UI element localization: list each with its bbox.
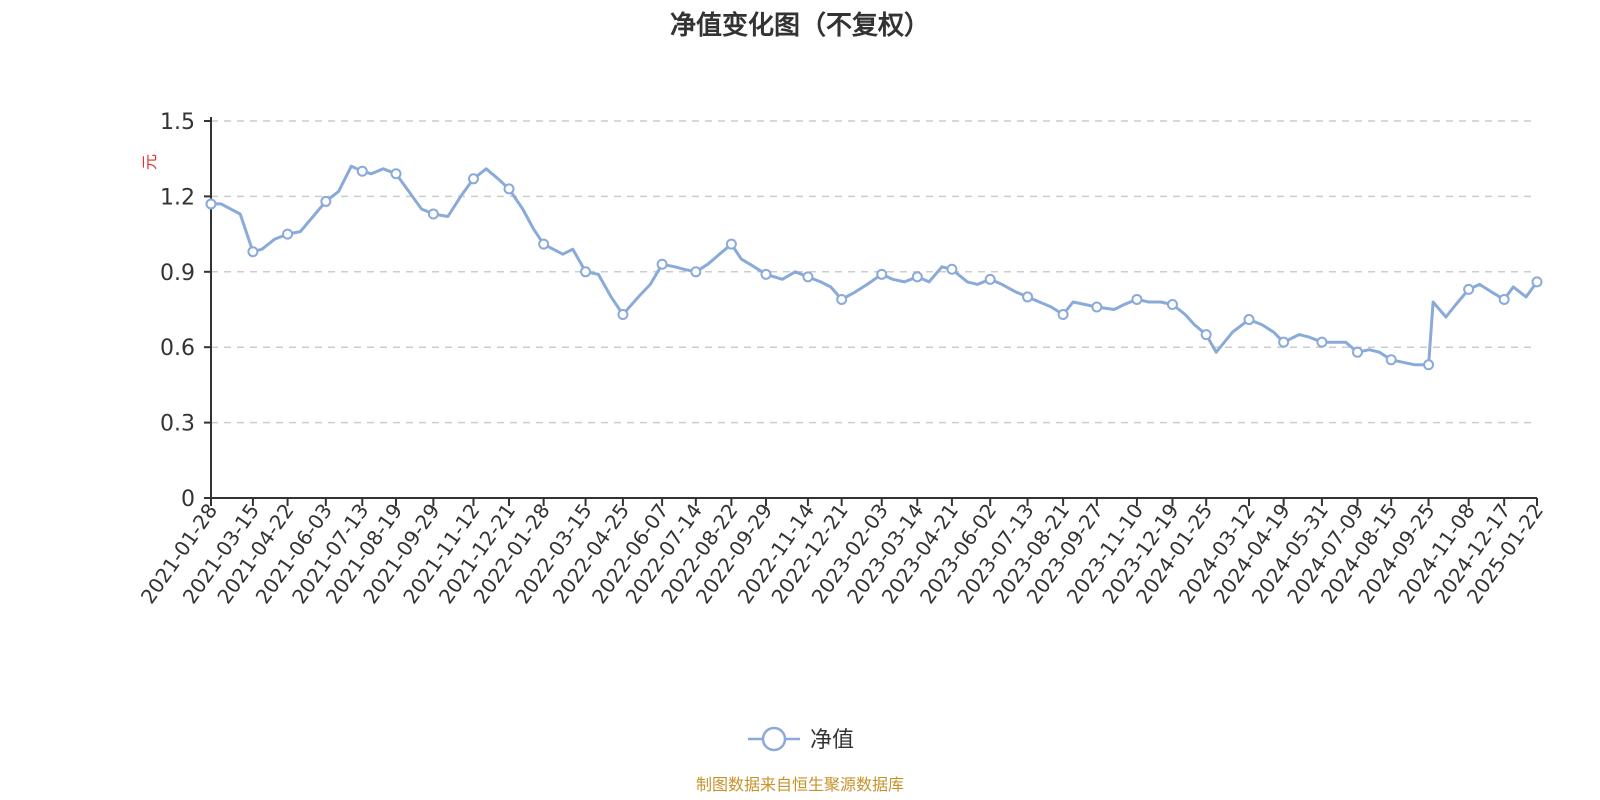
data-source-note: 制图数据来自恒生聚源数据库 [696, 775, 904, 794]
data-point-marker[interactable] [503, 183, 515, 195]
data-point-marker[interactable] [802, 271, 814, 283]
data-point-marker[interactable] [1243, 314, 1255, 326]
data-point-marker[interactable] [1351, 346, 1363, 358]
y-tick-label: 0 [181, 487, 195, 512]
y-tick-label: 1.5 [160, 110, 195, 135]
legend-marker-icon [761, 726, 787, 752]
data-point-marker[interactable] [1166, 298, 1178, 310]
data-point-marker[interactable] [1022, 291, 1034, 303]
data-point-marker[interactable] [205, 198, 217, 210]
data-point-marker[interactable] [1423, 359, 1435, 371]
chart-title: 净值变化图（不复权） [670, 10, 930, 41]
data-point-marker[interactable] [656, 258, 668, 270]
data-point-marker[interactable] [1091, 301, 1103, 313]
data-point-marker[interactable] [1463, 283, 1475, 295]
legend[interactable]: 净值 [748, 726, 854, 753]
data-point-marker[interactable] [1531, 276, 1543, 288]
data-point-marker[interactable] [946, 263, 958, 275]
data-point-marker[interactable] [911, 271, 923, 283]
x-axis-ticks: 2021-01-282021-03-152021-04-222021-06-03… [136, 498, 1548, 608]
data-point-marker[interactable] [1057, 309, 1069, 321]
data-point-marker[interactable] [247, 246, 259, 258]
data-point-marker[interactable] [427, 208, 439, 220]
data-point-marker[interactable] [282, 228, 294, 240]
axes [210, 117, 1537, 499]
data-point-marker[interactable] [320, 195, 332, 207]
data-point-marker[interactable] [1131, 293, 1143, 305]
data-point-marker[interactable] [390, 168, 402, 180]
y-axis-unit-label: 元 [140, 154, 159, 170]
data-point-marker[interactable] [1385, 354, 1397, 366]
data-point-marker[interactable] [467, 173, 479, 185]
series-navigation-value [205, 164, 1543, 371]
data-point-marker[interactable] [725, 238, 737, 250]
data-point-marker[interactable] [356, 165, 368, 177]
data-point-marker[interactable] [1200, 329, 1212, 341]
data-point-marker[interactable] [1316, 336, 1328, 348]
data-point-marker[interactable] [617, 309, 629, 321]
y-tick-label: 0.6 [160, 336, 195, 361]
legend-label: 净值 [810, 728, 854, 753]
data-point-marker[interactable] [1498, 293, 1510, 305]
data-point-marker[interactable] [760, 268, 772, 280]
data-point-marker[interactable] [836, 293, 848, 305]
data-point-marker[interactable] [690, 266, 702, 278]
data-point-marker[interactable] [1278, 336, 1290, 348]
gridlines [211, 120, 1537, 424]
y-axis-ticks: 0 0.3 0.6 0.9 1.2 1.5 [160, 110, 211, 512]
data-point-marker[interactable] [984, 273, 996, 285]
data-point-marker[interactable] [538, 238, 550, 250]
data-point-marker[interactable] [876, 268, 888, 280]
y-tick-label: 1.2 [160, 185, 195, 210]
y-tick-label: 0.3 [160, 412, 195, 437]
y-tick-label: 0.9 [160, 261, 195, 286]
data-point-marker[interactable] [580, 266, 592, 278]
